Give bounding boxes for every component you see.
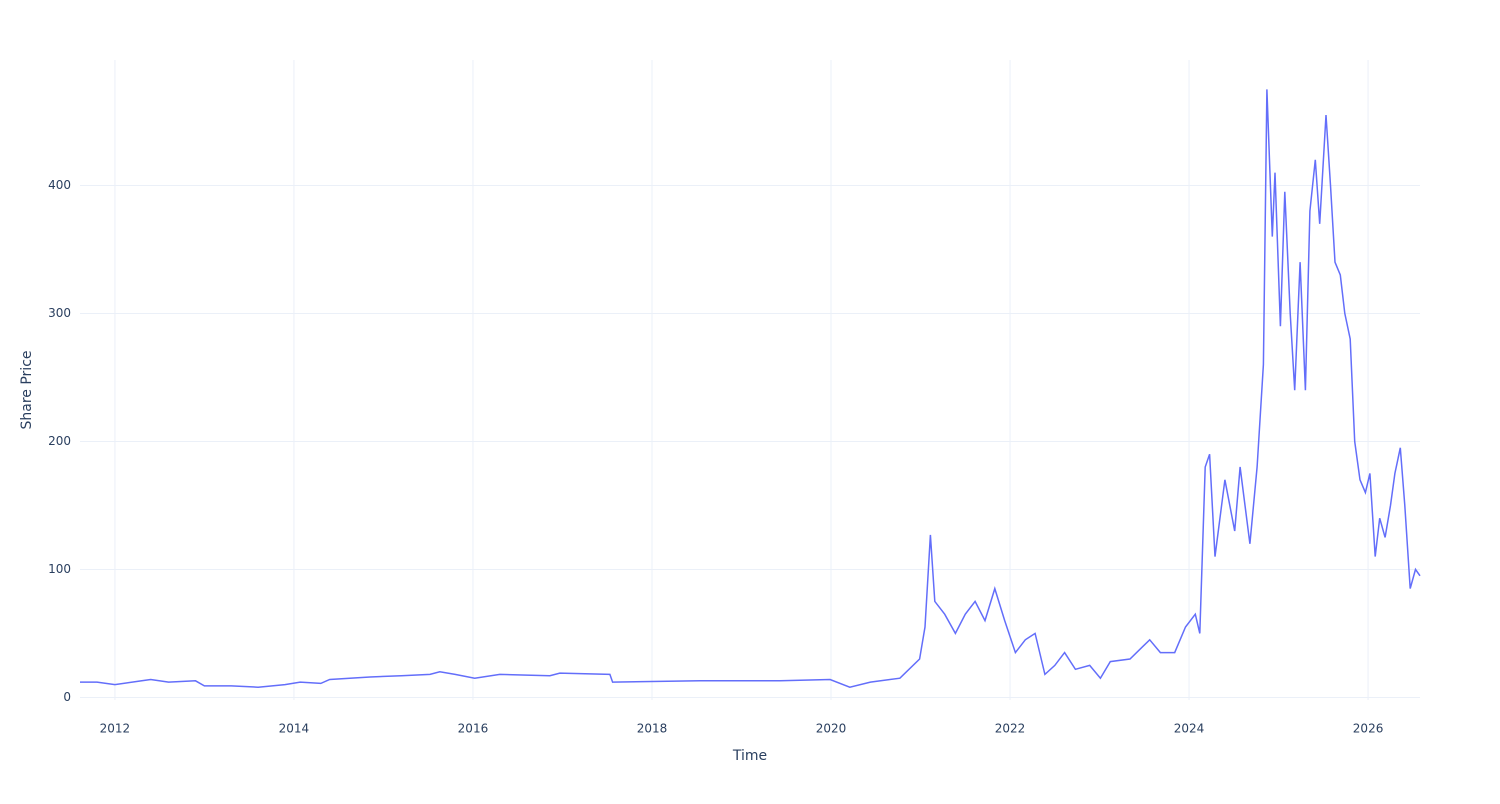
x-tick-label: 2026: [1353, 722, 1384, 736]
x-tick-label: 2012: [100, 722, 131, 736]
y-tick-label: 400: [48, 178, 71, 192]
y-tick-label: 200: [48, 434, 71, 448]
x-tick-label: 2024: [1174, 722, 1205, 736]
y-tick-label: 100: [48, 562, 71, 576]
x-tick-label: 2014: [279, 722, 310, 736]
y-tick-label: 300: [48, 306, 71, 320]
line: [80, 89, 1421, 688]
x-tick-label: 2016: [458, 722, 489, 736]
x-tick-label: 2018: [637, 722, 668, 736]
x-tick-label: 2020: [816, 722, 847, 736]
x-tick-label: 2022: [995, 722, 1026, 736]
y-tick-label: 0: [63, 690, 71, 704]
y-axis-title: Share Price: [19, 350, 35, 429]
x-axis-title: Time: [732, 748, 767, 764]
